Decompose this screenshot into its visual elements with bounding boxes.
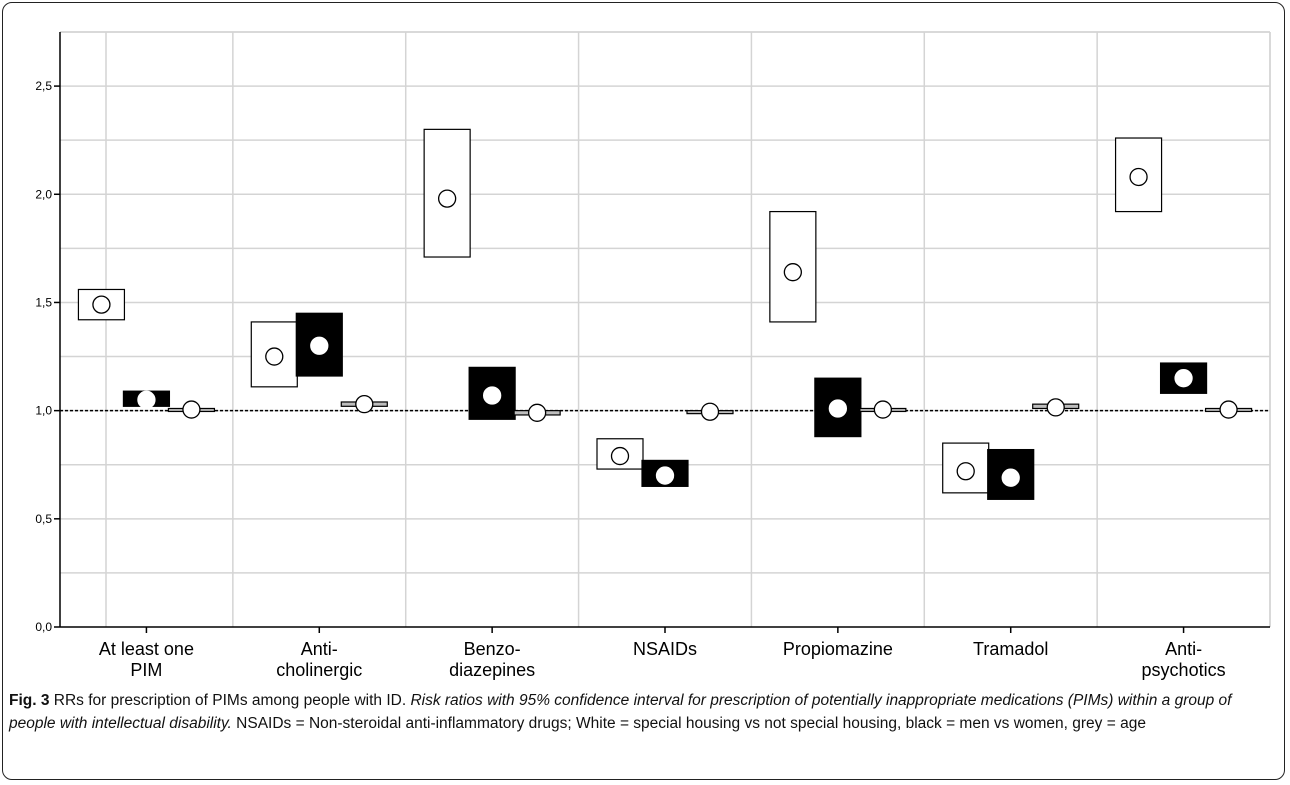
grey-point-marker: [873, 400, 893, 419]
grey-point-marker: [182, 400, 201, 419]
black-point-marker: [482, 386, 502, 405]
x-tick-label: PIM: [130, 660, 162, 680]
white-point-marker: [783, 263, 803, 282]
x-tick-label: Tramadol: [973, 639, 1048, 659]
white-point-marker: [1129, 167, 1148, 187]
x-tick-label: cholinergic: [276, 660, 362, 680]
y-tick-label: 0,0: [35, 620, 52, 634]
x-tick-label: Anti-: [1165, 639, 1202, 659]
y-tick-label: 1,0: [35, 404, 52, 418]
y-tick-label: 0,5: [35, 512, 52, 526]
white-point-marker: [956, 462, 975, 481]
black-point-marker: [1001, 468, 1020, 487]
x-tick-label: diazepines: [449, 660, 535, 680]
grey-point-marker: [355, 394, 374, 414]
white-point-marker: [437, 189, 457, 208]
x-tick-label: At least one: [99, 639, 194, 659]
white-point-marker: [92, 295, 111, 314]
x-tick-label: psychotics: [1142, 660, 1226, 680]
x-tick-label: NSAIDs: [633, 639, 697, 659]
y-tick-label: 1,5: [35, 295, 52, 309]
figure-caption: Fig. 3 RRs for prescription of PIMs amon…: [9, 689, 1277, 735]
y-tick-label: 2,5: [35, 79, 52, 93]
caption-title: RRs for prescription of PIMs among peopl…: [49, 692, 411, 709]
grey-point-marker: [1219, 400, 1238, 419]
black-point-marker: [137, 390, 156, 409]
white-point-marker: [610, 446, 630, 466]
y-tick-label: 2,0: [35, 187, 52, 201]
grey-point-marker: [1046, 398, 1065, 417]
x-tick-label: Benzo-: [464, 639, 521, 659]
black-point-marker: [828, 399, 848, 418]
white-point-marker: [265, 347, 284, 366]
black-point-marker: [310, 336, 329, 355]
caption-label: Fig. 3: [9, 692, 50, 709]
x-tick-label: Anti-: [301, 639, 338, 659]
grey-point-marker: [700, 402, 720, 421]
grey-point-marker: [527, 403, 547, 422]
x-tick-label: Propiomazine: [783, 639, 893, 659]
black-point-marker: [655, 466, 675, 485]
caption-italic: Risk ratios with 95% confidence interval…: [9, 692, 1232, 732]
black-point-marker: [1174, 369, 1193, 388]
caption-rest: NSAIDs = Non-steroidal anti-inflammatory…: [231, 715, 1146, 732]
